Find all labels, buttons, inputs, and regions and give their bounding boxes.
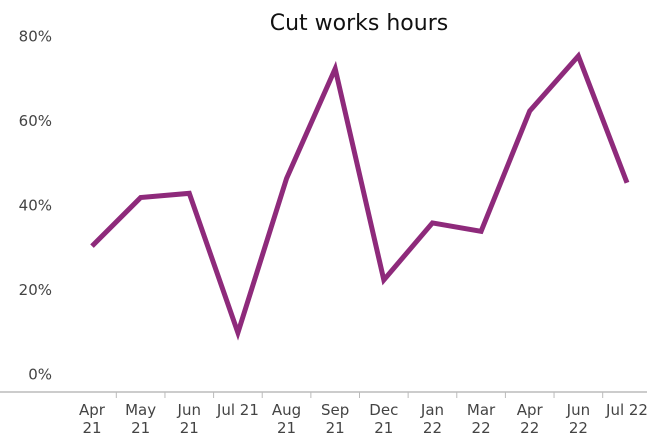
y-tick-label: 80% — [19, 28, 52, 46]
x-tick-label: Aug 21 — [271, 401, 302, 437]
y-tick-label: 20% — [19, 281, 52, 299]
x-tick-label: Jul 22 — [606, 401, 647, 419]
y-tick-label: 40% — [19, 197, 52, 215]
x-tick-label: Dec 21 — [369, 401, 399, 437]
chart-title: Cut works hours — [270, 11, 448, 36]
x-tick-label: Sep 21 — [321, 401, 350, 437]
x-tick-label: May 21 — [125, 401, 157, 437]
y-tick-label: 60% — [19, 112, 52, 130]
x-tick-label: Jun 22 — [566, 401, 591, 437]
x-tick-label: Jan 22 — [420, 401, 445, 437]
x-tick-label: Apr 21 — [79, 401, 105, 437]
line-series — [90, 51, 630, 341]
x-tick-label: Mar 22 — [466, 401, 496, 437]
x-tick-label: Jul 21 — [216, 401, 259, 419]
x-tick-label: Apr 22 — [516, 401, 543, 437]
y-tick-label: 0% — [28, 366, 52, 384]
x-tick-label: Jun 21 — [177, 401, 201, 437]
